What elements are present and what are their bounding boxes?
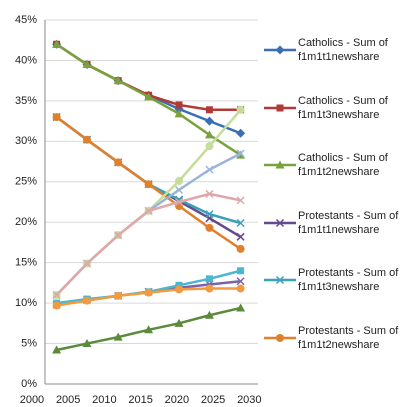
data-point	[52, 345, 62, 354]
data-point	[175, 185, 184, 194]
data-point	[236, 284, 245, 293]
legend-marker	[275, 160, 285, 169]
data-point	[144, 180, 153, 189]
data-point	[175, 281, 183, 289]
data-point	[175, 197, 184, 207]
data-point	[205, 142, 214, 151]
y-tick-label: 20%	[15, 216, 37, 228]
y-tick-label: 40%	[15, 54, 37, 66]
series-line	[55, 43, 242, 135]
series-line	[55, 116, 242, 238]
data-point	[52, 290, 61, 300]
legend-item: Catholics - Sum of f1m1t1newshare	[262, 30, 412, 70]
data-point	[205, 189, 214, 198]
legend-swatch	[264, 160, 296, 169]
legend-swatch	[264, 104, 296, 111]
legend-item: Catholics - Sum of f1m1t3newshare	[262, 88, 412, 128]
y-tick-label: 25%	[15, 176, 37, 188]
y-tick-label: 30%	[15, 135, 37, 147]
data-point	[236, 277, 245, 286]
data-point	[52, 39, 62, 48]
data-point	[114, 231, 123, 240]
data-point	[204, 116, 214, 126]
legend-swatch	[264, 218, 296, 227]
data-point	[236, 128, 246, 138]
data-point	[174, 109, 184, 118]
legend-label: Protestants - Sum of f1m1t1newshare	[298, 209, 399, 236]
x-tick-label: 2015	[128, 394, 152, 406]
legend-marker	[275, 275, 285, 285]
data-point	[144, 325, 154, 334]
data-point	[144, 288, 153, 297]
data-point	[83, 135, 92, 144]
data-point	[144, 206, 153, 215]
x-tick-label: 2010	[92, 394, 116, 406]
data-point	[237, 267, 245, 275]
data-point	[174, 318, 184, 327]
legend-marker	[275, 45, 285, 55]
x-tick-label: 2020	[165, 394, 189, 406]
legend-label: Protestants - Sum of f1m1t3newshare	[298, 267, 399, 293]
data-point	[82, 339, 92, 348]
data-point	[236, 105, 245, 114]
y-tick-label: 10%	[15, 297, 37, 309]
legend-label: Protestants - Sum of f1m1t2newshare	[298, 324, 399, 351]
data-point	[175, 285, 184, 294]
data-point	[205, 223, 214, 232]
data-point	[204, 310, 214, 319]
legend-swatch	[264, 275, 296, 285]
y-tick-label: 0%	[21, 378, 37, 390]
legend-item: Protestants - Sum of f1m1t3newshare	[262, 260, 412, 300]
legend-marker	[276, 333, 284, 342]
data-point	[83, 296, 92, 305]
data-point	[205, 210, 214, 219]
y-tick-label: 35%	[15, 95, 37, 107]
series-line	[55, 152, 242, 296]
data-point	[82, 59, 92, 68]
data-point	[144, 92, 154, 101]
x-tick-label: 2030	[237, 394, 261, 406]
legend-marker	[275, 218, 285, 227]
data-point	[52, 301, 61, 310]
x-tick-label: 2025	[201, 394, 225, 406]
data-point	[82, 259, 92, 268]
legend-label: Catholics - Sum of f1m1t2newshare	[298, 152, 388, 178]
data-point	[236, 149, 245, 158]
y-tick-label: 5%	[21, 337, 37, 349]
legend-item: Protestants - Sum of f1m1t1newshare	[262, 203, 412, 243]
x-tick-label: 2000	[20, 394, 44, 406]
data-point	[236, 196, 245, 205]
data-point	[114, 158, 123, 167]
legend-swatch	[264, 333, 296, 342]
data-point	[204, 130, 214, 139]
data-point	[236, 244, 245, 253]
legend-label: Catholics - Sum of f1m1t1newshare	[298, 37, 388, 63]
legend-item: Protestants - Sum of f1m1t2newshare	[262, 318, 412, 358]
data-point	[52, 113, 61, 122]
y-tick-label: 45%	[15, 14, 37, 26]
data-point	[114, 291, 123, 300]
data-point	[236, 219, 245, 228]
legend-item: Catholics - Sum of f1m1t2newshare	[262, 145, 412, 185]
data-point	[205, 165, 214, 174]
data-point	[175, 101, 183, 109]
legend-label: Catholics - Sum of f1m1t3newshare	[298, 94, 388, 121]
data-point	[205, 275, 213, 283]
data-point	[175, 176, 184, 185]
data-point	[113, 332, 123, 341]
x-tick-label: 2005	[56, 394, 80, 406]
data-point	[205, 284, 214, 293]
y-tick-label: 15%	[15, 257, 37, 269]
data-point	[205, 106, 213, 114]
legend-marker	[276, 104, 284, 111]
data-point	[113, 76, 123, 85]
legend-swatch	[264, 45, 296, 55]
data-point	[236, 232, 245, 241]
data-point	[236, 303, 246, 312]
